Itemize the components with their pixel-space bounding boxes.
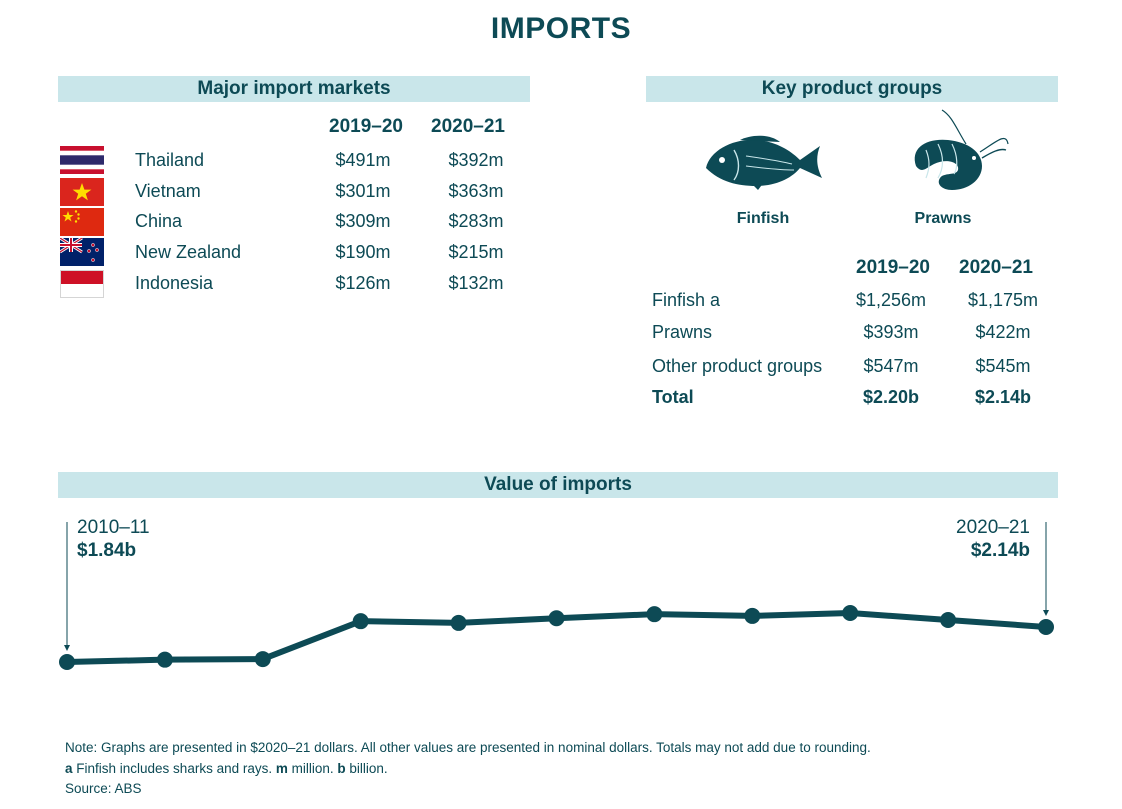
- value-of-imports-chart: [59, 522, 1054, 670]
- data-point: [352, 613, 369, 630]
- note-b-text: billion.: [345, 761, 388, 776]
- product-total-label: Total: [652, 387, 694, 407]
- market-value-2021: $363m: [448, 181, 504, 201]
- end-annotation-arrowhead: [1043, 610, 1049, 616]
- product-label: Prawns: [652, 322, 713, 342]
- market-value-2021: $392m: [448, 150, 504, 170]
- finfish-icon-label: Finfish: [736, 210, 790, 227]
- product-value-2019: $393m: [863, 322, 919, 342]
- market-value-2019: $309m: [335, 211, 391, 231]
- product-label: Finfish a: [652, 290, 721, 310]
- markets-heading: Major import markets: [58, 76, 530, 102]
- data-point: [646, 606, 663, 623]
- markets-col-2019: 2019–20: [329, 116, 403, 137]
- product-total-2019: $2.20b: [862, 387, 920, 407]
- data-point: [1038, 619, 1054, 635]
- market-value-2019: $190m: [335, 242, 391, 262]
- start-year-label: 2010–11: [77, 517, 150, 538]
- data-point: [156, 651, 173, 668]
- product-value-2021: $545m: [975, 356, 1031, 376]
- thailand-flag-icon: [60, 146, 104, 174]
- start-annotation-arrowhead: [64, 645, 70, 651]
- product-value-2021: $422m: [975, 322, 1031, 342]
- fish-icon: [700, 132, 826, 197]
- markets-col-2021: 2020–21: [431, 116, 505, 137]
- market-value-2019: $491m: [335, 150, 391, 170]
- note-b-key: b: [337, 761, 346, 776]
- market-country: Vietnam: [135, 181, 201, 201]
- market-country: China: [135, 211, 183, 231]
- page-title: IMPORTS: [490, 12, 632, 45]
- note-m-text: million.: [287, 761, 338, 776]
- market-country: New Zealand: [135, 242, 242, 262]
- data-point: [59, 654, 75, 670]
- data-point: [842, 605, 859, 621]
- note-line-2: a Finfish includes sharks and rays. m mi…: [65, 761, 388, 776]
- new-zealand-flag-icon: [60, 238, 104, 266]
- product-label: Other product groups: [652, 356, 823, 376]
- market-country: Indonesia: [135, 273, 214, 293]
- product-value-2019: $1,256m: [855, 290, 927, 310]
- market-value-2021: $132m: [448, 273, 504, 293]
- market-country: Thailand: [135, 150, 205, 170]
- indonesia-flag-icon: [60, 270, 104, 298]
- data-point: [744, 607, 761, 624]
- china-flag-icon: [60, 208, 104, 236]
- end-value-label: $2.14b: [970, 540, 1030, 561]
- source-note: Source: ABS: [65, 781, 142, 796]
- market-value-2021: $215m: [448, 242, 504, 262]
- note-a-key: a: [65, 761, 73, 776]
- data-point: [940, 612, 957, 628]
- product-value-2019: $547m: [863, 356, 919, 376]
- data-point: [254, 651, 271, 668]
- market-value-2021: $283m: [448, 211, 504, 231]
- market-value-2019: $301m: [335, 181, 391, 201]
- note-a-text: Finfish includes sharks and rays.: [72, 761, 276, 776]
- products-col-2021: 2020–21: [959, 257, 1033, 278]
- data-point: [450, 614, 467, 631]
- products-col-2019: 2019–20: [856, 257, 930, 278]
- start-value-label: $1.84b: [77, 540, 137, 561]
- product-value-2021: $1,175m: [967, 290, 1039, 310]
- prawn-icon: [896, 108, 1014, 205]
- market-value-2019: $126m: [335, 273, 391, 293]
- chart-title: Value of imports: [58, 472, 1058, 498]
- note-m-key: m: [275, 761, 288, 776]
- products-heading: Key product groups: [646, 76, 1058, 102]
- prawns-icon-label: Prawns: [914, 210, 972, 227]
- data-point: [548, 610, 565, 627]
- note-line-1: Note: Graphs are presented in $2020–21 d…: [65, 740, 871, 755]
- end-year-label: 2020–21: [956, 517, 1030, 538]
- product-total-2021: $2.14b: [974, 387, 1032, 407]
- vietnam-flag-icon: [60, 178, 104, 206]
